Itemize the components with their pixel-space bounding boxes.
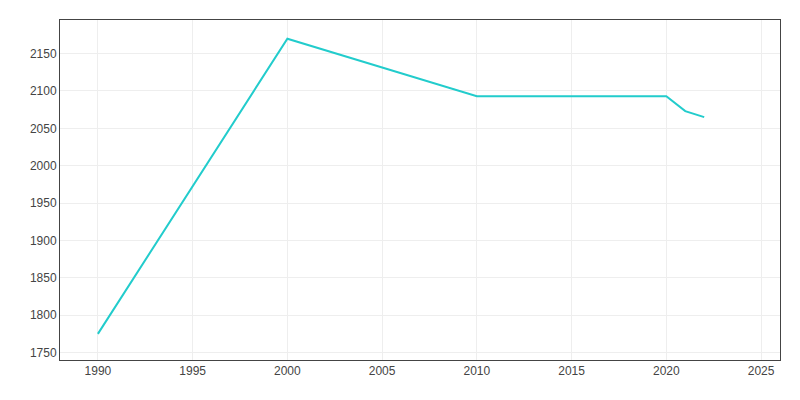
svg-text:1800: 1800 xyxy=(30,308,57,322)
svg-text:2050: 2050 xyxy=(30,122,57,136)
svg-text:1950: 1950 xyxy=(30,196,57,210)
svg-text:2000: 2000 xyxy=(30,159,57,173)
svg-text:2015: 2015 xyxy=(558,364,585,378)
svg-text:2025: 2025 xyxy=(748,364,775,378)
svg-text:1850: 1850 xyxy=(30,271,57,285)
svg-text:2005: 2005 xyxy=(369,364,396,378)
svg-text:2000: 2000 xyxy=(274,364,301,378)
svg-text:2010: 2010 xyxy=(463,364,490,378)
svg-text:1995: 1995 xyxy=(179,364,206,378)
svg-text:2020: 2020 xyxy=(653,364,680,378)
svg-text:2100: 2100 xyxy=(30,84,57,98)
svg-text:1990: 1990 xyxy=(85,364,112,378)
svg-text:1900: 1900 xyxy=(30,234,57,248)
svg-text:2150: 2150 xyxy=(30,47,57,61)
svg-text:1750: 1750 xyxy=(30,346,57,360)
